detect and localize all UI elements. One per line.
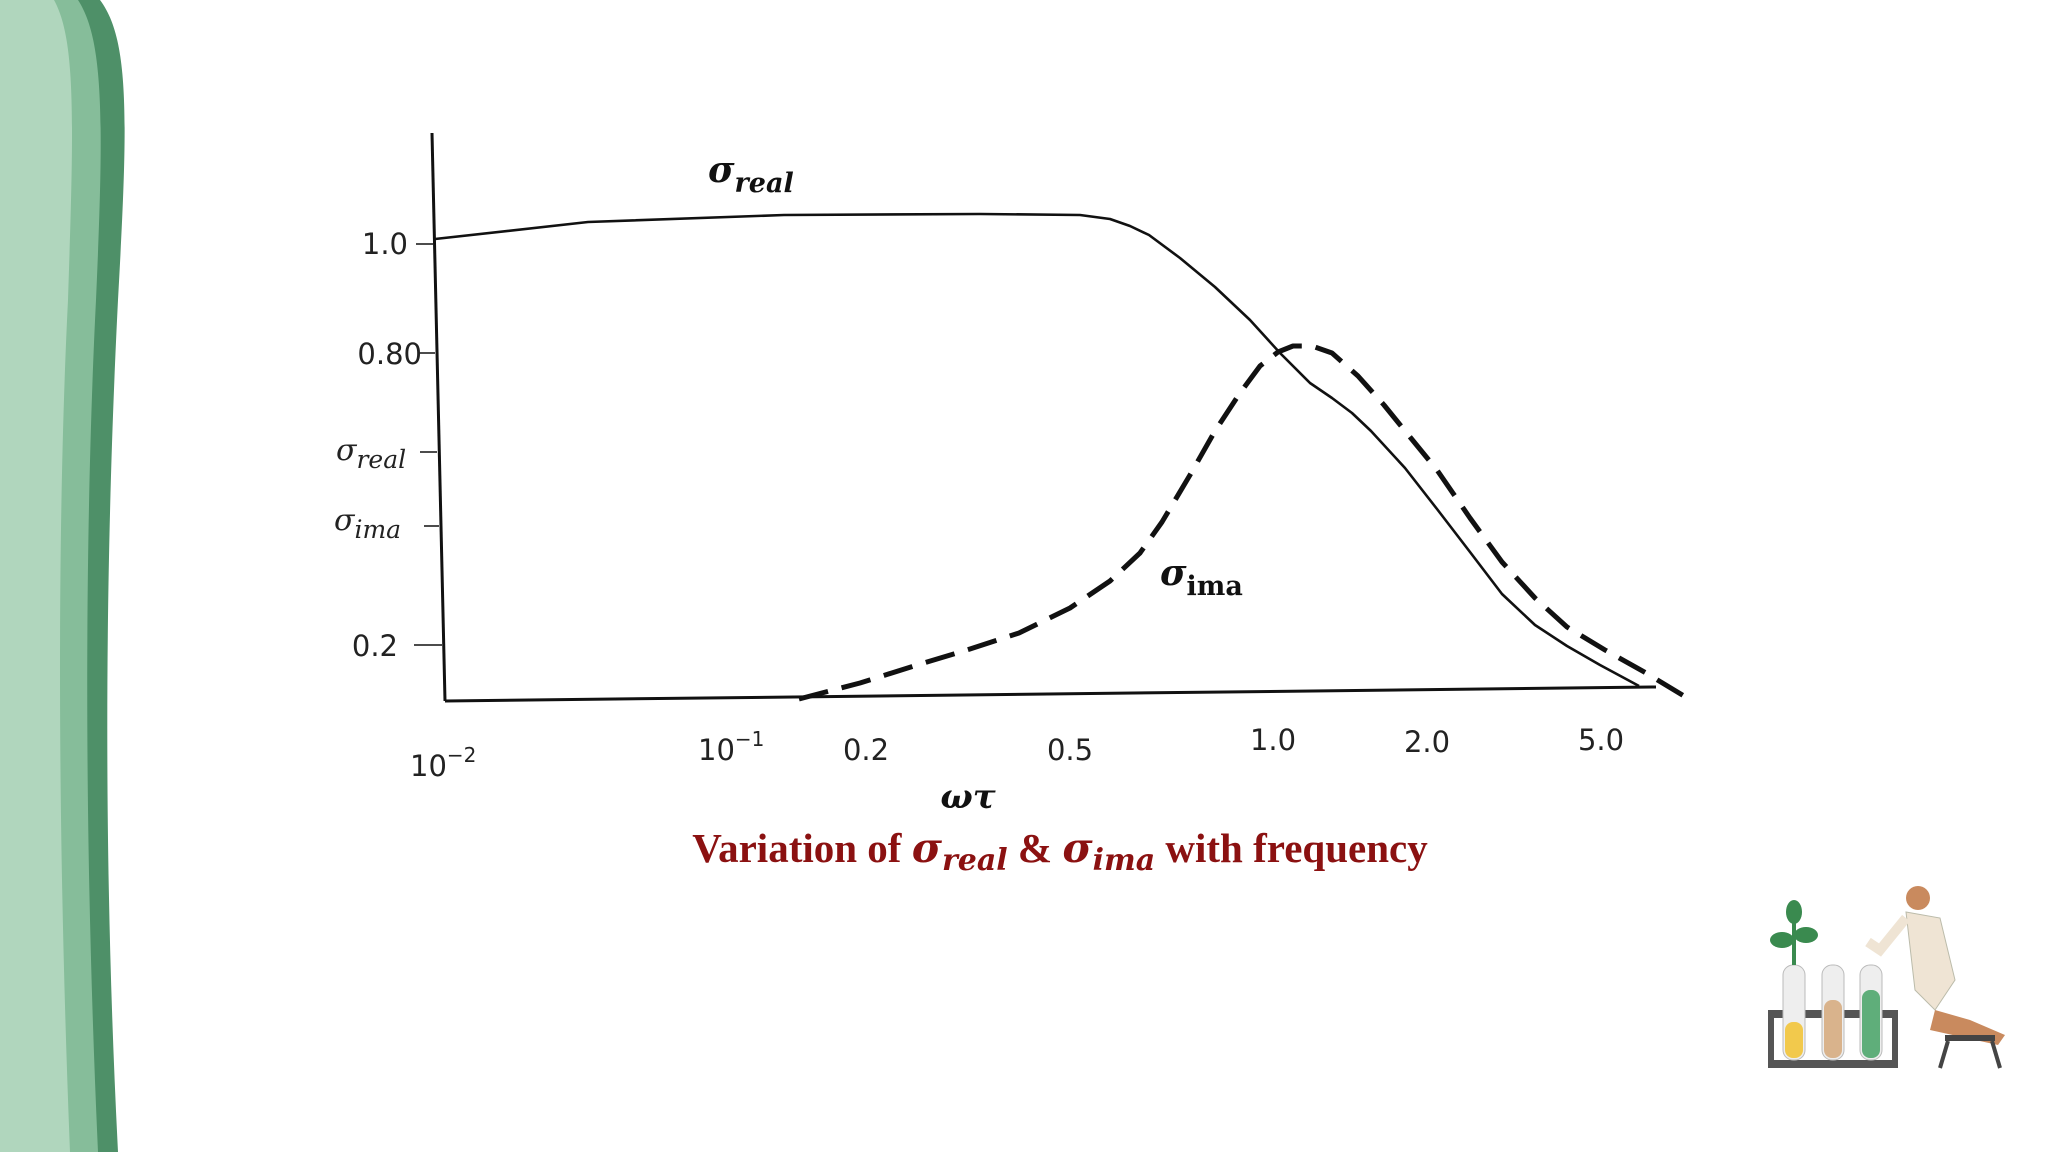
symbol: σ: [708, 149, 735, 191]
y-tick-label: σreal: [336, 433, 406, 474]
sigma-ima-curve: [798, 343, 1691, 702]
x-tick-label: 10−1: [698, 727, 764, 767]
symbol: σ: [912, 824, 943, 872]
caption-text: &: [1008, 825, 1063, 871]
subscript: ima: [1187, 571, 1243, 602]
symbol: σ: [1160, 552, 1187, 594]
subscript: real: [735, 168, 794, 199]
symbol: σ: [336, 433, 358, 468]
exponent: −2: [447, 743, 476, 767]
caption-text: Variation of: [692, 825, 911, 871]
curve-label: σreal: [708, 149, 794, 199]
y-tick-label: 1.0: [362, 227, 408, 261]
x-tick-label: 0.5: [1047, 733, 1093, 767]
x-tick-label: 10−2: [410, 743, 476, 783]
caption-text: with frequency: [1155, 825, 1428, 871]
x-axis-label: ωτ: [940, 777, 995, 817]
subscript: real: [356, 445, 406, 474]
y-tick-label: 0.2: [352, 629, 398, 663]
subscript: ima: [1093, 843, 1156, 878]
y-tick-label: 0.80: [357, 337, 422, 371]
y-tick-label: σima: [334, 503, 401, 544]
caption: Variation of σreal & σima with frequency: [692, 824, 1428, 878]
base: 10: [410, 749, 447, 783]
base: 10: [698, 733, 735, 767]
x-tick-label: 0.2: [843, 733, 889, 767]
symbol: σ: [1062, 824, 1093, 872]
x-tick-label: 2.0: [1404, 725, 1450, 759]
side-decoration: [0, 0, 125, 1152]
sigma-real-curve: [434, 212, 1640, 688]
lab-illustration: [1768, 886, 2005, 1069]
symbol: σ: [334, 503, 356, 538]
subscript: ima: [354, 515, 401, 544]
exponent: −1: [735, 727, 764, 751]
x-axis: [444, 685, 1657, 703]
x-tick-label: 1.0: [1250, 723, 1296, 757]
subscript: real: [942, 843, 1008, 878]
x-tick-label: 5.0: [1578, 723, 1624, 757]
curve-label: σima: [1160, 552, 1243, 602]
y-axis: [430, 132, 447, 702]
axes: [414, 132, 1657, 703]
